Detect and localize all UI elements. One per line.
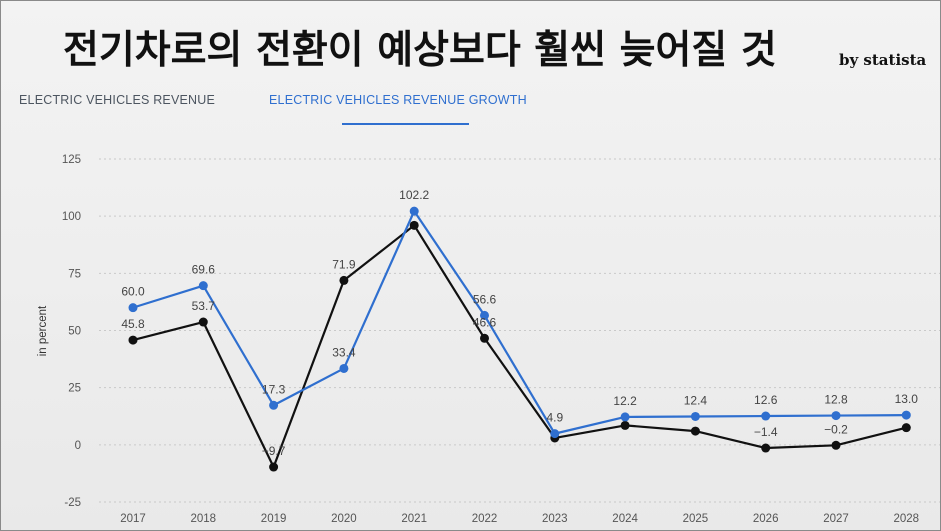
data-label-blue: 12.8 xyxy=(824,393,848,407)
data-point-blue[interactable] xyxy=(480,310,489,320)
y-tick-label: 0 xyxy=(75,440,81,452)
data-label-black: 45.8 xyxy=(121,317,145,331)
data-point-black[interactable] xyxy=(480,333,489,343)
data-label-blue: 17.3 xyxy=(262,382,286,396)
data-point-blue[interactable] xyxy=(620,412,630,422)
data-point-blue[interactable] xyxy=(690,411,700,421)
y-tick-label: 25 xyxy=(68,383,81,395)
data-point-blue[interactable] xyxy=(831,411,841,421)
series-line-blue xyxy=(132,210,907,435)
data-label-black: −1.4 xyxy=(754,425,778,439)
data-point-blue[interactable] xyxy=(409,206,419,216)
x-tick-label: 2020 xyxy=(331,513,357,525)
data-point-blue[interactable] xyxy=(128,303,138,313)
data-point-black[interactable] xyxy=(620,420,630,430)
data-point-blue[interactable] xyxy=(269,400,279,410)
data-point-black[interactable] xyxy=(198,317,208,327)
data-point-black[interactable] xyxy=(831,440,841,450)
page-title: 전기차로의 전환이 예상보다 훨씬 늦어질 것 xyxy=(63,28,777,73)
source-byline: by statista xyxy=(839,51,927,69)
x-tick-label: 2028 xyxy=(894,513,920,525)
data-label-blue: 4.9 xyxy=(546,411,563,425)
data-label-black: 46.6 xyxy=(473,315,497,329)
y-tick-label: -25 xyxy=(64,497,81,509)
data-label-blue: 13.0 xyxy=(895,392,919,406)
x-tick-label: 2022 xyxy=(472,513,498,525)
data-label-blue: 12.4 xyxy=(684,393,708,407)
data-label-blue: 56.6 xyxy=(473,292,497,306)
data-label-black: 71.9 xyxy=(332,257,356,271)
y-tick-label: 100 xyxy=(62,211,81,223)
data-label-blue: 12.6 xyxy=(754,393,778,407)
y-tick-label: 50 xyxy=(68,326,81,338)
x-tick-label: 2027 xyxy=(823,513,849,525)
data-label-black: 53.7 xyxy=(192,299,216,313)
x-tick-label: 2023 xyxy=(542,513,568,525)
data-point-blue[interactable] xyxy=(550,429,560,439)
data-point-blue[interactable] xyxy=(761,411,771,421)
y-axis-title: in percent xyxy=(37,305,49,356)
data-label-blue: 102.2 xyxy=(399,188,429,202)
x-tick-label: 2017 xyxy=(120,513,146,525)
data-point-blue[interactable] xyxy=(198,281,208,291)
tab-ev-revenue[interactable]: ELECTRIC VEHICLES REVENUE xyxy=(19,93,216,107)
series-line-black xyxy=(132,224,907,469)
data-label-black: −0.2 xyxy=(824,422,848,436)
tab-ev-revenue-growth[interactable]: ELECTRIC VEHICLES REVENUE GROWTH xyxy=(269,93,527,107)
data-point-blue[interactable] xyxy=(339,363,349,373)
x-tick-label: 2025 xyxy=(683,513,709,525)
data-point-black[interactable] xyxy=(901,423,911,433)
data-label-blue: 12.2 xyxy=(613,394,637,408)
x-tick-label: 2019 xyxy=(261,513,287,525)
data-point-black[interactable] xyxy=(339,275,349,285)
data-point-black[interactable] xyxy=(409,220,419,230)
active-tab-indicator xyxy=(342,123,469,125)
data-point-blue[interactable] xyxy=(901,410,911,420)
data-point-black[interactable] xyxy=(690,426,700,436)
data-point-black[interactable] xyxy=(761,443,771,453)
x-tick-label: 2026 xyxy=(753,513,779,525)
x-tick-label: 2024 xyxy=(612,513,638,525)
data-label-blue: 33.4 xyxy=(332,345,356,359)
data-point-black[interactable] xyxy=(269,462,279,472)
y-tick-label: 125 xyxy=(62,154,81,166)
data-label-black: −9.7 xyxy=(262,444,286,458)
data-point-black[interactable] xyxy=(128,335,138,345)
x-tick-label: 2021 xyxy=(401,513,427,525)
x-tick-label: 2018 xyxy=(191,513,217,525)
y-tick-label: 75 xyxy=(68,268,81,280)
data-label-blue: 69.6 xyxy=(192,263,216,277)
data-label-blue: 60.0 xyxy=(121,285,145,299)
